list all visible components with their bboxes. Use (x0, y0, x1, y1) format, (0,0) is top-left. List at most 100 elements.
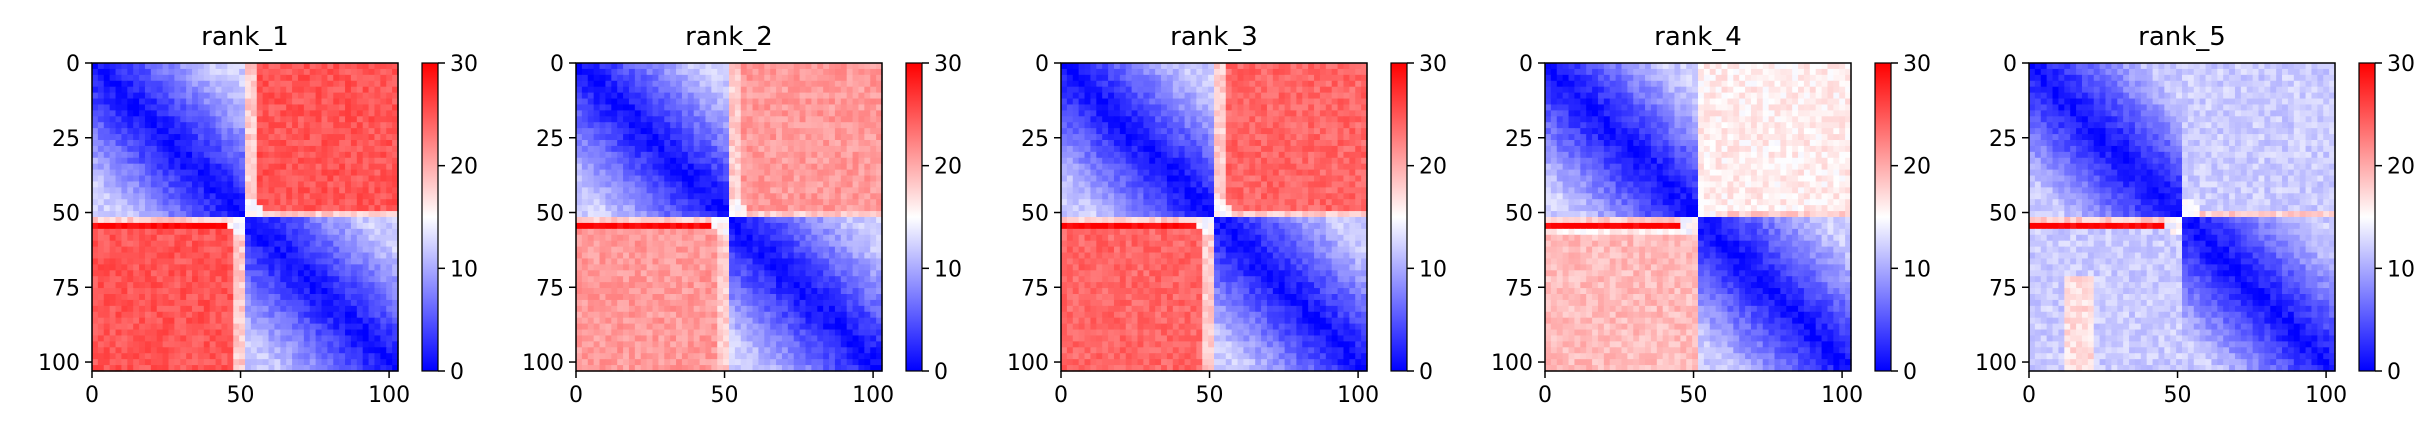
heatmap-cell (840, 175, 848, 183)
heatmap-cell (687, 288, 695, 295)
heatmap-cell (623, 110, 630, 117)
heatmap-cell (823, 145, 830, 153)
heatmap-cell (729, 98, 736, 106)
heatmap-cell (121, 104, 128, 111)
heatmap-cell (133, 299, 140, 307)
heatmap-cell (274, 228, 281, 236)
heatmap-cell (197, 63, 205, 70)
heatmap-cell (723, 145, 730, 153)
heatmap-cell (776, 240, 783, 248)
heatmap-cell (729, 122, 736, 129)
heatmap-cell (333, 353, 340, 360)
heatmap-cell (711, 199, 718, 206)
heatmap-cell (734, 205, 742, 212)
heatmap-cell (133, 98, 140, 106)
heatmap-cell (245, 299, 252, 307)
heatmap-cell (723, 234, 730, 242)
heatmap-cell (156, 187, 164, 194)
heatmap-cell (380, 317, 387, 325)
heatmap-cell (315, 116, 323, 123)
heatmap-cell (203, 116, 211, 123)
heatmap-cell (286, 264, 293, 271)
heatmap-cell (144, 211, 152, 218)
heatmap-cell (121, 341, 128, 348)
heatmap-cell (292, 187, 299, 194)
heatmap-cell (823, 86, 830, 94)
heatmap-cell (368, 181, 376, 188)
heatmap-cell (186, 169, 193, 177)
heatmap-cell (734, 276, 742, 283)
heatmap-cell (180, 157, 187, 165)
heatmap-cell (197, 252, 205, 260)
heatmap-cell (380, 128, 387, 135)
heatmap-cell (764, 92, 771, 100)
heatmap-cell (652, 163, 659, 171)
heatmap-cell (386, 140, 393, 147)
heatmap-cell (209, 258, 217, 265)
heatmap-cell (758, 205, 765, 212)
heatmap-cell (664, 169, 671, 177)
heatmap-cell (640, 264, 648, 271)
heatmap-cell (280, 140, 287, 147)
heatmap-cell (611, 157, 618, 165)
heatmap-cell (227, 98, 234, 106)
heatmap-cell (156, 86, 164, 94)
heatmap-cell (315, 104, 323, 111)
heatmap-cell (652, 122, 659, 129)
heatmap-cell (203, 353, 211, 360)
heatmap-cell (576, 122, 583, 129)
heatmap-cell (333, 205, 340, 212)
heatmap-cell (327, 246, 334, 254)
heatmap-cell (286, 163, 293, 171)
heatmap-cell (717, 199, 724, 206)
heatmap-cell (274, 246, 281, 254)
heatmap-cell (599, 299, 607, 307)
heatmap-cell (723, 80, 730, 88)
heatmap-cell (634, 240, 642, 248)
heatmap-cell (162, 92, 170, 100)
heatmap-cell (623, 181, 630, 188)
heatmap-cell (239, 181, 246, 188)
heatmap-cell (811, 211, 818, 218)
heatmap-cell (180, 193, 187, 200)
heatmap-cell (787, 145, 795, 153)
heatmap-cell (611, 134, 618, 141)
heatmap-cell (209, 104, 217, 111)
heatmap-cell (215, 294, 223, 301)
heatmap-cell (599, 199, 607, 206)
heatmap-cell (245, 240, 252, 248)
heatmap-cell (711, 193, 718, 200)
heatmap-cell (227, 63, 234, 70)
heatmap-cell (658, 181, 665, 188)
heatmap-cell (133, 353, 140, 360)
heatmap-cell (309, 187, 317, 194)
heatmap-cell (840, 288, 848, 295)
heatmap-cell (699, 228, 707, 236)
heatmap-cell (121, 110, 128, 117)
heatmap-cell (362, 234, 370, 242)
heatmap-cell (321, 116, 328, 123)
heatmap-cell (256, 122, 264, 129)
heatmap-cell (109, 74, 117, 82)
heatmap-cell (823, 282, 830, 289)
heatmap-cell (646, 211, 654, 218)
heatmap-cell (599, 110, 607, 117)
heatmap-cell (115, 264, 123, 271)
heatmap-cell (121, 217, 128, 224)
heatmap-cell (599, 288, 607, 295)
heatmap-cell (834, 299, 842, 307)
heatmap-cell (292, 353, 299, 360)
heatmap-cell (268, 187, 276, 194)
heatmap-cell (133, 181, 140, 188)
heatmap-cell (799, 193, 807, 200)
heatmap-cell (197, 128, 205, 135)
heatmap-cell (115, 240, 123, 248)
heatmap-cell (876, 199, 883, 206)
heatmap-cell (374, 205, 381, 212)
heatmap-cell (374, 116, 381, 123)
heatmap-cell (787, 211, 795, 218)
heatmap-cell (309, 246, 317, 254)
heatmap-cell (162, 288, 170, 295)
heatmap-cell (711, 228, 718, 236)
heatmap-cell (746, 92, 754, 100)
